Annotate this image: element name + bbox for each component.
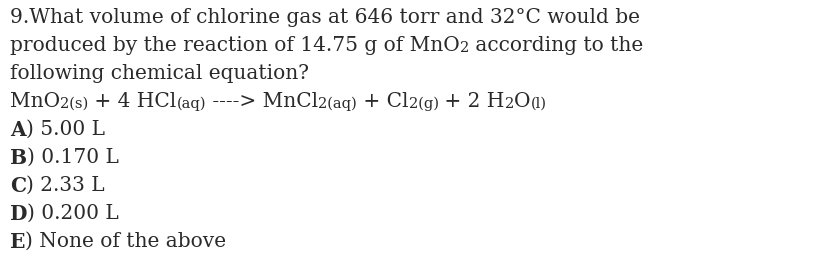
Text: MnO: MnO xyxy=(10,92,60,111)
Text: ) 5.00 L: ) 5.00 L xyxy=(26,120,104,139)
Text: 2(aq): 2(aq) xyxy=(318,97,356,111)
Text: 2: 2 xyxy=(504,97,514,111)
Text: 9.What volume of chlorine gas at 646 torr and 32°C would be: 9.What volume of chlorine gas at 646 tor… xyxy=(10,8,639,27)
Text: C: C xyxy=(10,176,26,196)
Text: 2(s): 2(s) xyxy=(60,97,88,111)
Text: E: E xyxy=(10,232,26,252)
Text: following chemical equation?: following chemical equation? xyxy=(10,64,308,83)
Text: + 2 H: + 2 H xyxy=(438,92,504,111)
Text: 2: 2 xyxy=(459,41,468,55)
Text: (aq): (aq) xyxy=(176,97,206,111)
Text: ) 2.33 L: ) 2.33 L xyxy=(26,176,104,195)
Text: ----> MnCl: ----> MnCl xyxy=(206,92,318,111)
Text: ) None of the above: ) None of the above xyxy=(26,232,227,251)
Text: + Cl: + Cl xyxy=(356,92,408,111)
Text: 2(g): 2(g) xyxy=(408,97,438,111)
Text: produced by the reaction of 14.75 g of MnO: produced by the reaction of 14.75 g of M… xyxy=(10,36,459,55)
Text: O: O xyxy=(514,92,530,111)
Text: A: A xyxy=(10,120,26,140)
Text: (l): (l) xyxy=(530,97,546,111)
Text: ) 0.170 L: ) 0.170 L xyxy=(27,148,119,167)
Text: + 4 HCl: + 4 HCl xyxy=(88,92,176,111)
Text: according to the: according to the xyxy=(468,36,643,55)
Text: B: B xyxy=(10,148,27,168)
Text: ) 0.200 L: ) 0.200 L xyxy=(27,204,119,223)
Text: D: D xyxy=(10,204,27,224)
